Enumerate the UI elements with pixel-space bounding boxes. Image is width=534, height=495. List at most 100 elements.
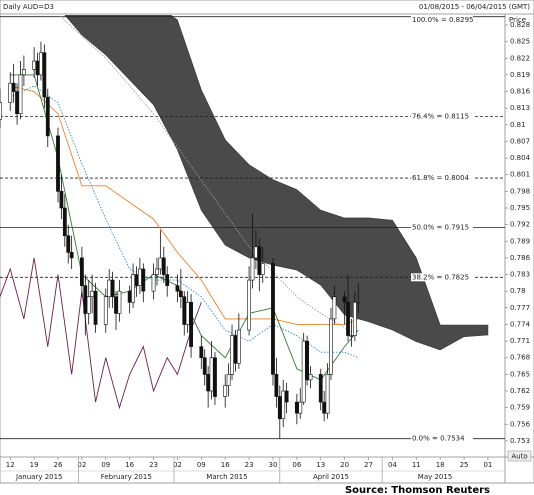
candle-body [277, 396, 282, 420]
candle-body [294, 401, 299, 414]
candle-body [209, 357, 214, 392]
candle-body [213, 357, 217, 397]
candle-body [90, 290, 95, 298]
indicator-line [0, 257, 202, 410]
candle-body [86, 296, 91, 314]
y-tick-label: 0.81 [510, 121, 526, 129]
x-tick-label: 06 [292, 461, 301, 469]
y-tick-label: 0.774 [510, 320, 531, 328]
month-label: March 2015 [206, 473, 247, 481]
x-tick-label: 16 [125, 461, 134, 469]
candle-body [45, 96, 50, 137]
candle-body [260, 263, 265, 275]
y-tick-label: 0.753 [510, 437, 530, 445]
candle-body [56, 135, 60, 192]
auto-button[interactable] [507, 450, 532, 462]
candle-body [356, 301, 361, 304]
x-tick-label: 04 [388, 461, 397, 469]
candle-body [182, 296, 187, 325]
x-tick-label: 30 [269, 461, 278, 469]
candle-body [342, 296, 347, 303]
y-tick-label: 0.783 [510, 271, 530, 279]
candle-body [206, 374, 211, 392]
x-tick-label: 09 [101, 461, 110, 469]
candle-body [21, 69, 26, 76]
y-tick-label: 0.816 [510, 88, 531, 96]
x-tick-label: 02 [77, 461, 86, 469]
x-tick-label: 23 [149, 461, 158, 469]
chart-subtitle: 01/08/2015 - 06/04/2015 (GMT) [419, 3, 530, 11]
candle-body [93, 290, 98, 325]
y-tick-label: 0.771 [510, 337, 530, 345]
y-tick-label: 0.762 [510, 387, 530, 395]
candle-body [103, 296, 108, 325]
candle-body [352, 301, 357, 336]
y-tick-label: 0.828 [510, 21, 530, 29]
x-tick-label: 18 [436, 461, 445, 469]
candle-body [230, 335, 234, 375]
y-tick-label: 0.765 [510, 370, 530, 378]
candle-body [254, 246, 258, 259]
candle-body [318, 374, 323, 403]
y-tick-label: 0.78 [510, 287, 526, 295]
y-tick-label: 0.795 [510, 204, 530, 212]
candle-body [107, 279, 112, 298]
y-tick-label: 0.792 [510, 221, 530, 229]
ichimoku-cloud [64, 15, 489, 351]
candle-body [223, 385, 228, 397]
candle-body [301, 340, 306, 403]
fib-label: 50.0% = 0.7915 [412, 223, 469, 231]
candle-body [308, 374, 313, 381]
candle-body [165, 274, 170, 286]
candle-body [69, 252, 74, 259]
candle-body [271, 263, 275, 375]
candle-body [42, 52, 47, 98]
plot-area: 100.0% = 0.8295 76.4% = 0.8115 61.8% = 0.8… [0, 15, 505, 443]
fib-label: 38.2% = 0.7825 [412, 273, 469, 281]
candle-body [15, 91, 19, 115]
candle-body [250, 257, 255, 281]
candle-body [66, 235, 71, 253]
candle-body [325, 374, 330, 414]
candle-body [346, 301, 350, 336]
candle-body [247, 279, 251, 331]
y-tick-label: 0.801 [510, 171, 530, 179]
y-tick-label: 0.807 [510, 137, 530, 145]
fib-label: 61.8% = 0.8004 [412, 174, 470, 182]
candle-body [281, 390, 286, 420]
fib-label: 0.0% = 0.7534 [412, 435, 465, 443]
candle-body [305, 340, 309, 381]
month-label: February 2015 [101, 473, 152, 481]
candle-body [284, 390, 289, 403]
y-tick-label: 0.756 [510, 420, 531, 428]
month-label: January 2015 [15, 473, 63, 481]
candle-body [329, 318, 333, 375]
candle-body [18, 74, 23, 115]
x-tick-label: 23 [245, 461, 254, 469]
y-tick-label: 0.759 [510, 404, 530, 412]
x-tick-label: 13 [316, 461, 325, 469]
candle-body [178, 290, 183, 298]
candle-body [39, 52, 43, 76]
y-tick-label: 0.825 [510, 38, 530, 46]
candle-body [11, 82, 16, 92]
candle-body [62, 207, 67, 237]
candle-body [114, 296, 118, 314]
y-tick-label: 0.804 [510, 154, 531, 162]
candle-body [236, 329, 241, 364]
auto-label[interactable]: Auto [511, 453, 527, 461]
candle-body [199, 346, 204, 359]
y-tick-label: 0.789 [510, 237, 530, 245]
fib-label-bg [411, 16, 473, 24]
fib-label-bg [411, 112, 473, 121]
candle-body [151, 274, 156, 292]
candle-body [79, 257, 84, 286]
candle-body [175, 285, 180, 292]
candle-body [131, 274, 135, 303]
y-tick-label: 0.786 [510, 254, 531, 262]
y-tick-label: 0.813 [510, 104, 530, 112]
fib-label: 100.0% = 0.8295 [412, 16, 474, 24]
candle-body [158, 257, 163, 270]
candle-body [233, 335, 238, 364]
